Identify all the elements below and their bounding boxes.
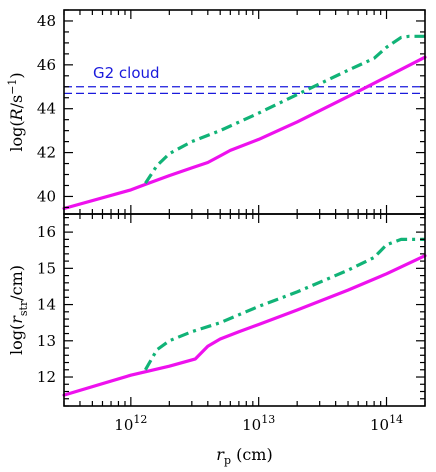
dashdot-series-top xyxy=(144,34,425,185)
chart-text: 40 42 44 46 48 G2 cloud log(R/s−1) 12 13 14 15 16 lo… xyxy=(6,12,403,467)
y-tick-label: 40 xyxy=(37,187,56,205)
panel-frame-top xyxy=(63,9,426,215)
plot-lines xyxy=(62,34,427,397)
y-tick-label: 15 xyxy=(37,259,56,277)
y-axis-label-bottom: log(rstr/cm) xyxy=(7,265,30,355)
x-tick-label: 1012 xyxy=(114,413,147,434)
solid-series-bottom xyxy=(62,254,427,397)
y-tick-label: 12 xyxy=(37,368,56,386)
x-tick-label: 1013 xyxy=(242,413,275,434)
y-tick-label: 44 xyxy=(37,100,56,118)
y-tick-label: 46 xyxy=(37,56,56,74)
x-axis-label: rp (cm) xyxy=(216,445,272,467)
y-tick-label: 14 xyxy=(37,296,56,314)
x-tick-label: 1014 xyxy=(370,413,403,434)
y-tick-label: 42 xyxy=(37,144,56,162)
dashdot-series-bottom xyxy=(144,237,425,371)
solid-series-top xyxy=(62,55,427,211)
panel-frame-bottom xyxy=(63,213,426,407)
y-tick-label: 13 xyxy=(37,332,56,350)
y-tick-label: 16 xyxy=(37,223,56,241)
panel-frames xyxy=(63,9,426,407)
axis-ticks xyxy=(63,9,426,407)
y-tick-label: 48 xyxy=(37,12,56,30)
y-axis-label-top: log(R/s−1) xyxy=(6,72,26,151)
g2-cloud-label: G2 cloud xyxy=(93,64,160,82)
